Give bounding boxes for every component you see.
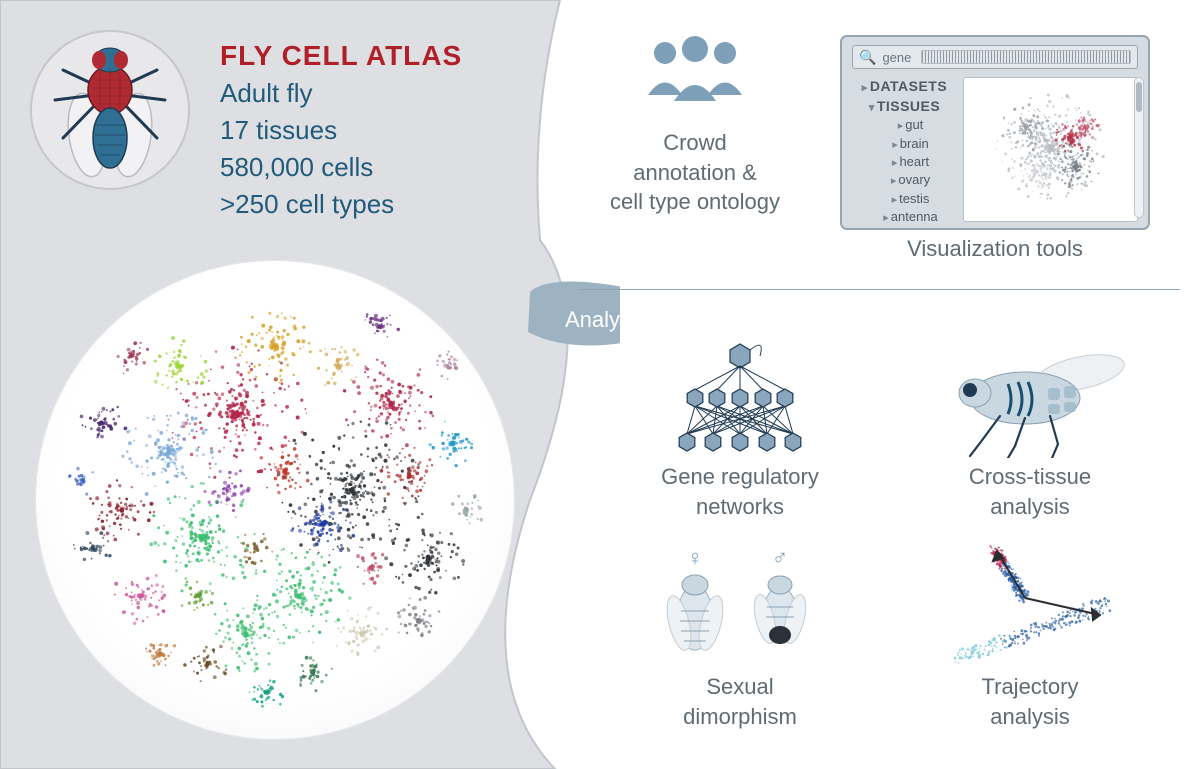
svg-text:♀: ♀ [687,545,704,570]
visualization-tools-block: 🔍 gene DATASETS TISSUES gut brain heart … [810,35,1180,289]
analysis-grn: Gene regulatory networks [600,338,880,538]
search-icon: 🔍 [859,49,876,66]
crowd-annotation-block: Crowd annotation & cell type ontology [580,35,810,289]
sex-caption: Sexual dimorphism [683,672,797,731]
viz-search-input[interactable] [921,50,1131,64]
crowd-line1: Crowd [663,130,727,155]
crowd-line2: annotation & [633,160,757,185]
svg-text:♂: ♂ [772,545,789,570]
sex-l2: dimorphism [683,704,797,729]
dimorphism-icon: ♀ ♂ [645,543,835,673]
crowd-line3: cell type ontology [610,189,780,214]
tree-item-antenna[interactable]: antenna [864,208,957,226]
people-icon [630,35,760,115]
fly-side-icon [930,338,1130,458]
top-right-row: Crowd annotation & cell type ontology 🔍 … [580,35,1180,290]
analysis-sexual-dimorphism: ♀ ♂ [600,548,880,748]
tree-item-brain[interactable]: brain [864,135,957,153]
grn-l2: networks [696,494,784,519]
stat-line-2: 580,000 cells [220,152,560,183]
tree-item-ovary[interactable]: ovary [864,171,957,189]
analysis-trajectory: Trajectory analysis [890,548,1170,748]
stat-line-3: >250 cell types [220,189,560,220]
cross-l2: analysis [990,494,1069,519]
fly-icon [45,40,175,180]
viz-tool-mock: 🔍 gene DATASETS TISSUES gut brain heart … [840,35,1150,230]
viz-caption: Visualization tools [810,236,1180,262]
tree-datasets[interactable]: DATASETS [852,77,957,97]
stat-line-0: Adult fly [220,78,560,109]
sex-l1: Sexual [706,674,773,699]
viz-search-label: gene [882,50,911,65]
page-title: FLY CELL ATLAS [220,40,560,72]
analyses-label: Analyses [565,307,654,333]
traj-caption: Trajectory analysis [982,672,1079,731]
viz-searchbar[interactable]: 🔍 gene [852,45,1138,69]
tree-item-gut[interactable]: gut [864,116,957,134]
tree-item-testis[interactable]: testis [864,190,957,208]
grn-caption: Gene regulatory networks [661,462,819,521]
traj-l2: analysis [990,704,1069,729]
cross-l1: Cross-tissue [969,464,1091,489]
cross-caption: Cross-tissue analysis [969,462,1091,521]
stat-line-1: 17 tissues [220,115,560,146]
tree-tissues[interactable]: TISSUES [852,97,957,117]
title-block: FLY CELL ATLAS Adult fly 17 tissues 580,… [220,40,560,220]
network-icon [665,338,815,458]
tree-item-heart[interactable]: heart [864,153,957,171]
viz-mini-scatter [963,77,1138,222]
viz-scrollbar[interactable] [1134,77,1144,218]
crowd-caption: Crowd annotation & cell type ontology [580,128,810,217]
fly-logo-badge [30,30,190,190]
left-panel: FLY CELL ATLAS Adult fly 17 tissues 580,… [0,0,580,769]
viz-tree[interactable]: DATASETS TISSUES gut brain heart ovary t… [852,77,957,222]
grn-l1: Gene regulatory [661,464,819,489]
cluster-scatter-plot [35,260,515,740]
traj-l1: Trajectory [982,674,1079,699]
analyses-grid: Gene regulatory networks [600,338,1170,748]
analysis-cross-tissue: Cross-tissue analysis [890,338,1170,538]
trajectory-icon [935,543,1125,673]
